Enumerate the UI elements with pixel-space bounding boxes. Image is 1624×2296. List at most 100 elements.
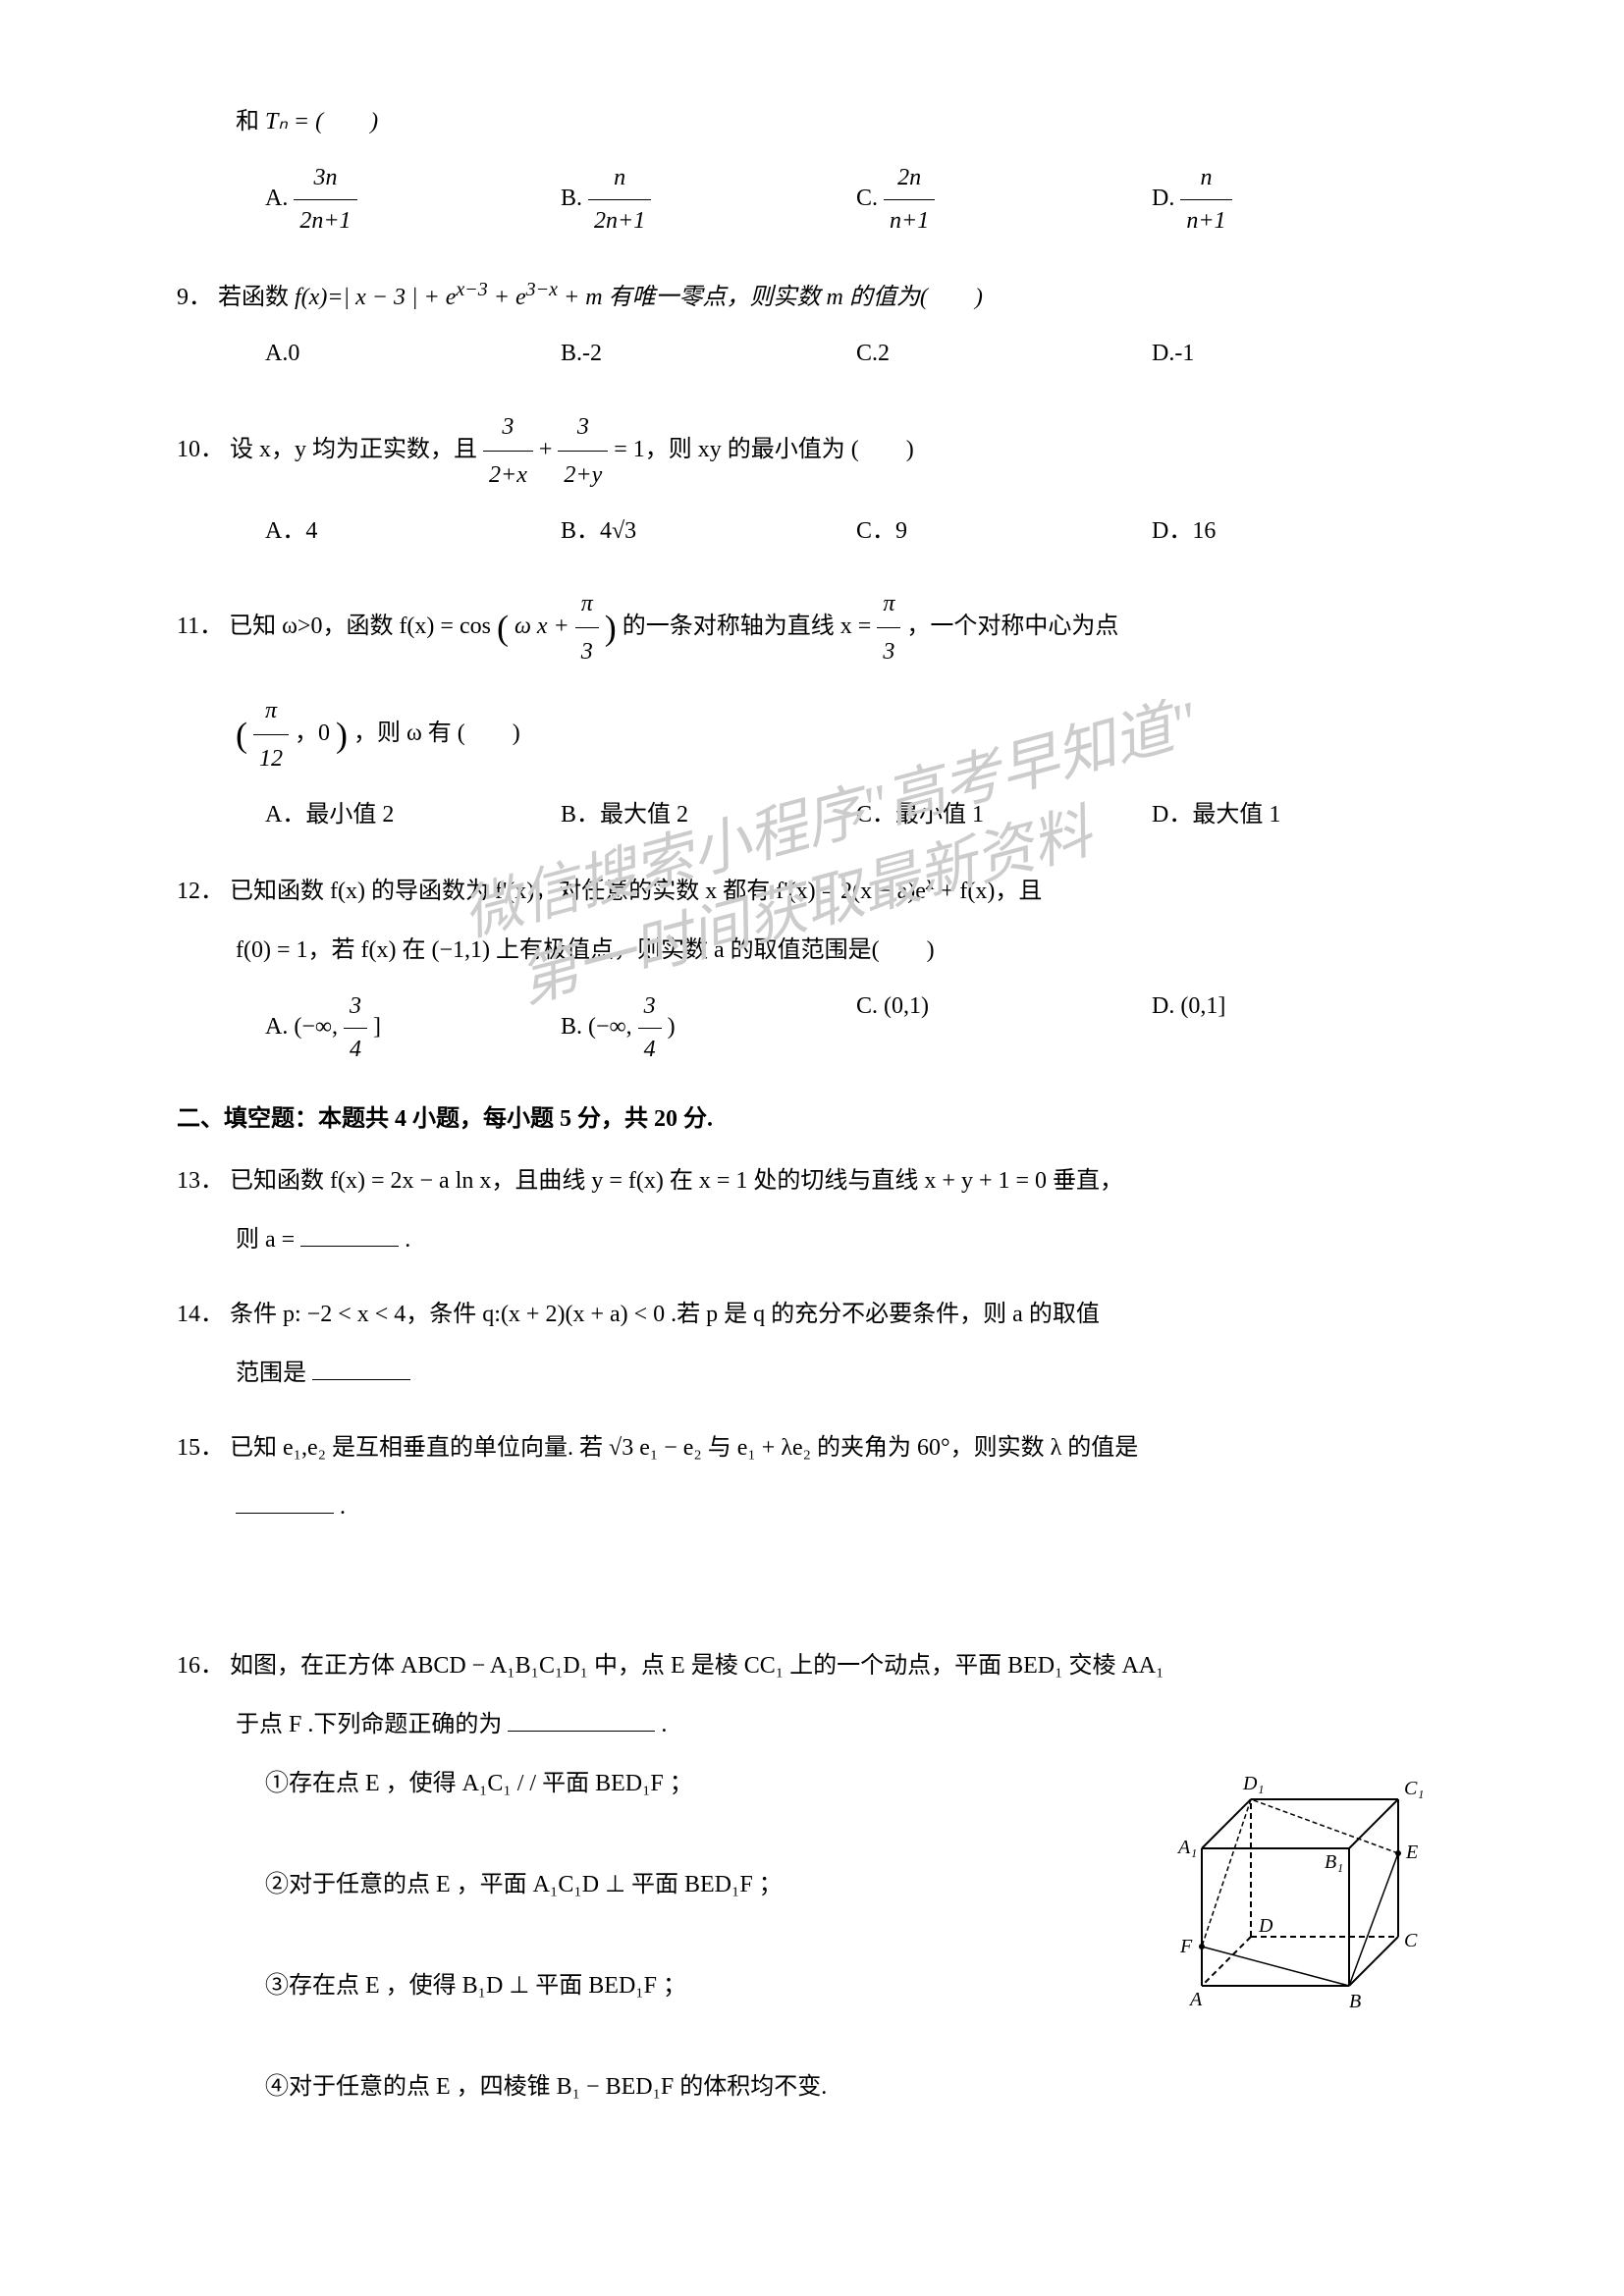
q10-opt-d: D．16 bbox=[1152, 510, 1447, 553]
label-e: E bbox=[1405, 1842, 1418, 1863]
q12-options: A. (−∞, 34 ] B. (−∞, 34 ) C. (0,1) D. (0… bbox=[265, 986, 1447, 1071]
q10-opt-c: C．9 bbox=[856, 510, 1152, 553]
q9-opt-c: C.2 bbox=[856, 333, 1152, 375]
q12-line1b: + f(x)，且 bbox=[941, 879, 1043, 904]
question-8-tail: 和 Tₙ = ( ) A. 3n2n+1 B. n2n+1 C. 2nn+1 D… bbox=[177, 98, 1447, 242]
q11-text2: 的一条对称轴为直线 x = bbox=[623, 614, 878, 639]
q11-text4: ，0 bbox=[295, 721, 330, 746]
q9-formula: f(x)=| x − 3 | + e bbox=[295, 285, 456, 310]
q11-pi3-den: 3 bbox=[575, 628, 599, 675]
q8-opt-c: C. 2nn+1 bbox=[856, 157, 1152, 242]
question-9: 9． 若函数 f(x)=| x − 3 | + ex−3 + e3−x + m … bbox=[177, 270, 1447, 375]
q15-num: 15． bbox=[177, 1435, 224, 1461]
label-b: B bbox=[1349, 1991, 1361, 2012]
q15-blank bbox=[236, 1513, 334, 1514]
q12-line2: f(0) = 1，若 f(x) 在 (−1,1) 上有极值点，则实数 a 的取值… bbox=[236, 937, 935, 963]
q10-text1: 设 x，y 均为正实数，且 bbox=[230, 437, 483, 462]
q9-opt-a: A.0 bbox=[265, 333, 561, 375]
q8-opt-a: A. 3n2n+1 bbox=[265, 157, 561, 242]
q14-line1: 条件 p: −2 < x < 4，条件 q:(x + 2)(x + a) < 0… bbox=[230, 1302, 1100, 1327]
label-a1: A₁ bbox=[1176, 1837, 1197, 1858]
q8-a-num: 3n bbox=[294, 157, 356, 200]
q12-opt-c: C. (0,1) bbox=[856, 986, 1152, 1071]
q11-opt-d: D．最大值 1 bbox=[1152, 794, 1447, 836]
q9-text3: + m 有唯一零点，则实数 m 的值为( ) bbox=[564, 285, 983, 310]
q10-f1-num: 3 bbox=[483, 403, 533, 452]
q16-line1: 如图，在正方体 ABCD − A₁B₁C₁D₁ 中，点 E 是棱 CC₁ 上的一… bbox=[230, 1653, 1164, 1679]
q12-opt-d: D. (0,1] bbox=[1152, 986, 1447, 1071]
question-10: 10． 设 x，y 均为正实数，且 32+x + 32+y = 1，则 xy 的… bbox=[177, 403, 1447, 553]
q11-num: 11． bbox=[177, 614, 223, 639]
q11-opt-a: A．最小值 2 bbox=[265, 794, 561, 836]
label-f: F bbox=[1179, 1936, 1193, 1957]
q11-text3: ，一个对称中心为点 bbox=[906, 614, 1118, 639]
cube-diagram: D₁ C₁ A₁ B₁ D C A B E F bbox=[1172, 1760, 1447, 2030]
label-b1: B₁ bbox=[1325, 1851, 1343, 1873]
q13-num: 13． bbox=[177, 1168, 224, 1194]
q12-b-tail: ) bbox=[668, 1014, 676, 1040]
q10-opt-b: B．4√3 bbox=[561, 510, 856, 553]
q16-s4: ④对于任意的点 E ，四棱锥 B₁ − BED₁F 的体积均不变. bbox=[265, 2063, 1153, 2110]
q10-options: A．4 B．4√3 C．9 D．16 bbox=[265, 510, 1447, 553]
q15-dot: . bbox=[340, 1494, 346, 1520]
q9-opt-d: D.-1 bbox=[1152, 333, 1447, 375]
q16-dot: . bbox=[661, 1712, 667, 1737]
q12-a-num: 3 bbox=[344, 986, 367, 1029]
question-14: 14． 条件 p: −2 < x < 4，条件 q:(x + 2)(x + a)… bbox=[177, 1291, 1447, 1397]
q8-b-label: B. bbox=[561, 186, 582, 211]
q9-num: 9． bbox=[177, 285, 212, 310]
question-12: 12． 已知函数 f(x) 的导函数为 f'(x)，对任意的实数 x 都有 f'… bbox=[177, 864, 1447, 1071]
q9-opt-b: B.-2 bbox=[561, 333, 856, 375]
q12-sup: x bbox=[926, 873, 935, 894]
q11-pi12-num: π bbox=[253, 687, 289, 735]
q12-line1a: 已知函数 f(x) 的导函数为 f'(x)，对任意的实数 x 都有 f'(x) … bbox=[230, 879, 926, 904]
q11-pi3b-den: 3 bbox=[877, 628, 900, 675]
q9-sup2: 3−x bbox=[526, 279, 558, 300]
q16-line2: 于点 F .下列命题正确的为 bbox=[236, 1712, 502, 1737]
q9-text1: 若函数 bbox=[218, 285, 295, 310]
q8-options: A. 3n2n+1 B. n2n+1 C. 2nn+1 D. nn+1 bbox=[265, 157, 1447, 242]
q8-opt-b: B. n2n+1 bbox=[561, 157, 856, 242]
q8-a-label: A. bbox=[265, 186, 288, 211]
q8-text: 和 bbox=[236, 109, 259, 134]
q16-s2: ②对于任意的点 E ，平面 A₁C₁D ⊥ 平面 BED₁F ； bbox=[265, 1861, 1153, 1908]
q12-opt-a: A. (−∞, 34 ] bbox=[265, 986, 561, 1071]
q12-b-den: 4 bbox=[638, 1029, 662, 1071]
q8-d-label: D. bbox=[1152, 186, 1174, 211]
q10-text2: = 1，则 xy 的最小值为 ( ) bbox=[614, 437, 914, 462]
q8-tn: Tₙ = ( ) bbox=[265, 109, 378, 134]
q8-c-num: 2n bbox=[884, 157, 935, 200]
q12-num: 12． bbox=[177, 879, 224, 904]
q11-inner: ω x + bbox=[514, 614, 575, 639]
q8-a-den: 2n+1 bbox=[294, 200, 356, 242]
q8-d-den: n+1 bbox=[1180, 200, 1231, 242]
label-c1: C₁ bbox=[1404, 1778, 1424, 1799]
section-2-title: 二、填空题：本题共 4 小题，每小题 5 分，共 20 分. bbox=[177, 1098, 1447, 1141]
q10-plus: + bbox=[539, 437, 559, 462]
q12-b-num: 3 bbox=[638, 986, 662, 1029]
q11-pi3-num: π bbox=[575, 580, 599, 628]
q13-dot: . bbox=[405, 1227, 410, 1253]
q12-a-den: 4 bbox=[344, 1029, 367, 1071]
q14-line2: 范围是 bbox=[236, 1361, 306, 1386]
label-a: A bbox=[1188, 1989, 1203, 2010]
q10-f2-num: 3 bbox=[558, 403, 608, 452]
q11-pi3b-num: π bbox=[877, 580, 900, 628]
q16-blank bbox=[508, 1731, 655, 1732]
q11-options: A．最小值 2 B．最大值 2 C．最小值 1 D．最大值 1 bbox=[265, 794, 1447, 836]
q16-num: 16． bbox=[177, 1653, 224, 1679]
q11-text1: 已知 ω>0，函数 f(x) = cos bbox=[229, 614, 491, 639]
q10-f1-den: 2+x bbox=[483, 452, 533, 499]
q12-b-label: B. (−∞, bbox=[561, 1014, 638, 1040]
question-13: 13． 已知函数 f(x) = 2x − a ln x，且曲线 y = f(x)… bbox=[177, 1157, 1447, 1263]
q12-opt-b: B. (−∞, 34 ) bbox=[561, 986, 856, 1071]
q14-num: 14． bbox=[177, 1302, 224, 1327]
q8-b-num: n bbox=[588, 157, 651, 200]
q15-line1: 已知 e₁,e₂ 是互相垂直的单位向量. 若 √3 e₁ − e₂ 与 e₁ +… bbox=[230, 1435, 1138, 1461]
label-d1: D₁ bbox=[1242, 1773, 1264, 1794]
q8-b-den: 2n+1 bbox=[588, 200, 651, 242]
q8-c-label: C. bbox=[856, 186, 878, 211]
label-d: D bbox=[1258, 1915, 1273, 1937]
q13-blank bbox=[300, 1246, 399, 1247]
q9-options: A.0 B.-2 C.2 D.-1 bbox=[265, 333, 1447, 375]
